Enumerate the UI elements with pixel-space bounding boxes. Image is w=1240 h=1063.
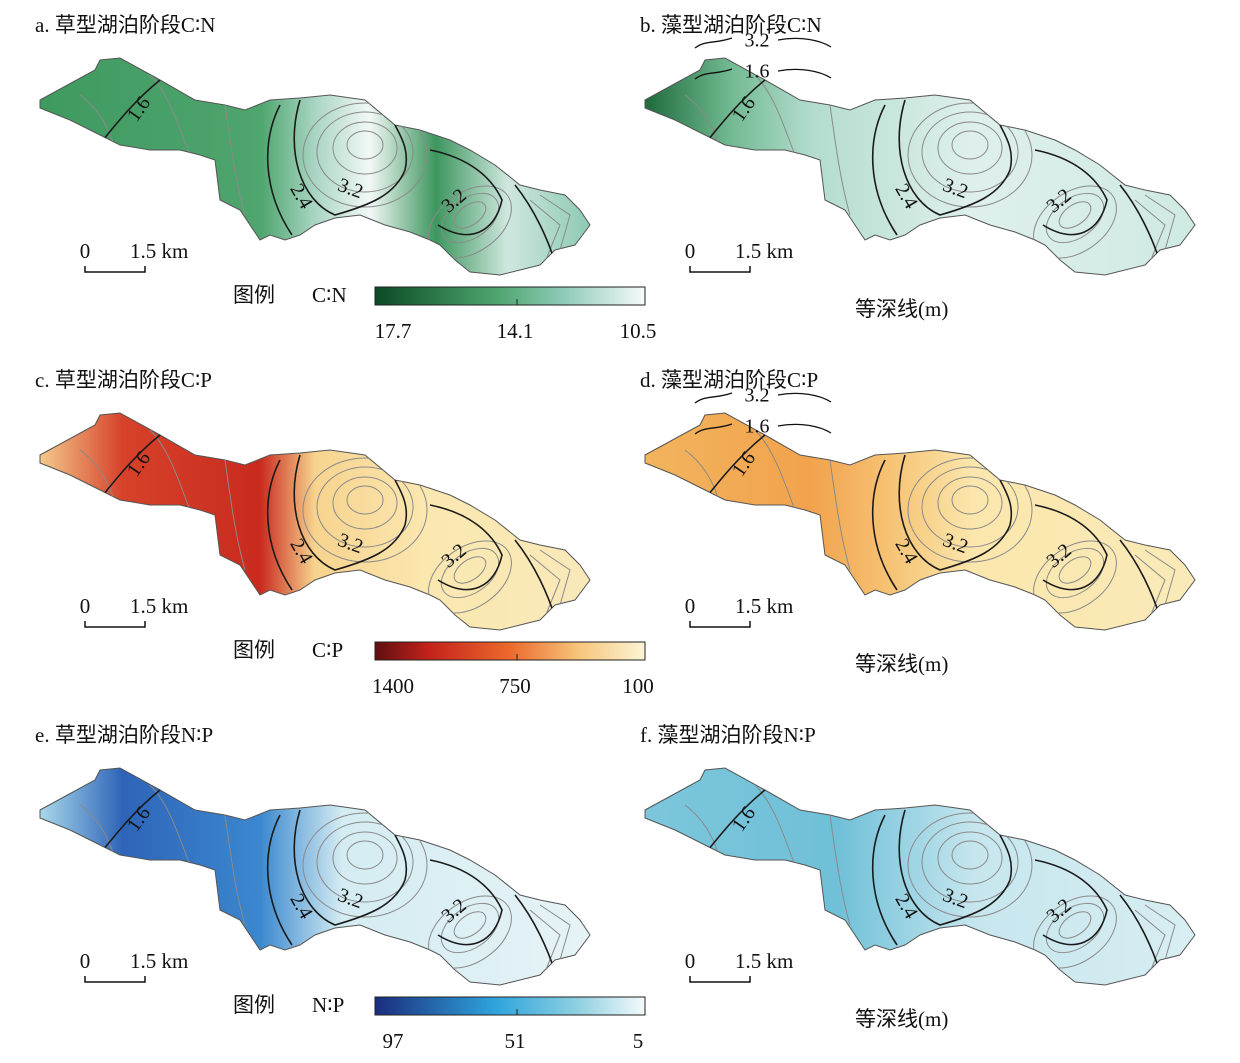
depth-symbol bbox=[694, 423, 733, 435]
scale-bar bbox=[84, 266, 146, 273]
scale-zero: 0 bbox=[685, 239, 696, 263]
panel-title: e. 草型湖泊阶段N∶P bbox=[35, 723, 213, 747]
scale-distance: 1.5 km bbox=[130, 239, 188, 263]
colorbar bbox=[374, 996, 646, 1016]
colorbar-tick-label: 14.1 bbox=[497, 319, 534, 343]
scale-distance: 1.5 km bbox=[735, 239, 793, 263]
scale-zero: 0 bbox=[80, 239, 91, 263]
depth-value: 3.2 bbox=[745, 30, 770, 52]
scale-zero: 0 bbox=[80, 594, 91, 618]
colorbar-tick-label: 5 bbox=[633, 1029, 644, 1053]
scale-distance: 1.5 km bbox=[130, 949, 188, 973]
depth-legend-label: 等深线(m) bbox=[855, 652, 948, 676]
panel-title: f. 藻型湖泊阶段N∶P bbox=[640, 723, 816, 747]
depth-symbol bbox=[777, 68, 832, 79]
scale-bar bbox=[689, 621, 751, 628]
depth-symbol bbox=[777, 392, 832, 403]
scale-zero: 0 bbox=[80, 949, 91, 973]
lake-map bbox=[39, 412, 591, 631]
depth-symbol bbox=[694, 68, 733, 80]
legend-variable: C∶N bbox=[312, 283, 347, 307]
depth-value: 3.2 bbox=[745, 385, 770, 407]
panel-title: d. 藻型湖泊阶段C∶P bbox=[640, 368, 818, 392]
depth-legend-label: 等深线(m) bbox=[855, 297, 948, 321]
legend-title: 图例 bbox=[233, 283, 275, 307]
colorbar bbox=[374, 641, 646, 661]
depth-symbol bbox=[694, 37, 733, 49]
depth-symbol bbox=[694, 392, 733, 404]
legend-variable: N∶P bbox=[312, 993, 344, 1017]
lake-map bbox=[644, 412, 1196, 631]
legend-variable: C∶P bbox=[312, 638, 343, 662]
depth-symbol bbox=[777, 37, 832, 48]
panel-title: c. 草型湖泊阶段C∶P bbox=[35, 368, 212, 392]
lake-map bbox=[644, 57, 1196, 276]
legend-title: 图例 bbox=[233, 638, 275, 662]
colorbar-tick-label: 97 bbox=[383, 1029, 404, 1053]
legend-title: 图例 bbox=[233, 993, 275, 1017]
panel: b. 藻型湖泊阶段C∶N1.62.43.23.201.5 km3.21.6等深线… bbox=[640, 13, 1196, 321]
depth-legend-label: 等深线(m) bbox=[855, 1007, 948, 1031]
colorbar-tick-label: 51 bbox=[505, 1029, 526, 1053]
scale-bar bbox=[689, 266, 751, 273]
colorbar-tick-label: 17.7 bbox=[375, 319, 412, 343]
lake-map bbox=[39, 57, 591, 276]
lake-map bbox=[39, 767, 591, 986]
colorbar-tick-label: 750 bbox=[499, 674, 531, 698]
panel-title: b. 藻型湖泊阶段C∶N bbox=[640, 13, 822, 37]
scale-zero: 0 bbox=[685, 594, 696, 618]
scale-distance: 1.5 km bbox=[735, 594, 793, 618]
panel: d. 藻型湖泊阶段C∶P1.62.4 3.2 3.20 1.5 km3.21.6等深线… bbox=[640, 30, 1196, 676]
colorbar-tick-label: 1400 bbox=[372, 674, 414, 698]
scale-distance: 1.5 km bbox=[735, 949, 793, 973]
scale-bar bbox=[689, 976, 751, 983]
scale-bar bbox=[84, 976, 146, 983]
panel: f. 藻型湖泊阶段N∶P1.62.4 3.2 3.20 1.5 km3.21.6等深线… bbox=[640, 385, 1196, 1031]
colorbar-tick-label: 10.5 bbox=[620, 319, 657, 343]
panel-title: a. 草型湖泊阶段C∶N bbox=[35, 13, 215, 37]
depth-value: 1.6 bbox=[745, 416, 770, 438]
scale-bar bbox=[84, 621, 146, 628]
depth-symbol bbox=[777, 423, 832, 434]
scale-distance: 1.5 km bbox=[130, 594, 188, 618]
colorbar bbox=[374, 286, 646, 306]
colorbar-tick-label: 100 bbox=[622, 674, 654, 698]
scale-zero: 0 bbox=[685, 949, 696, 973]
lake-map bbox=[644, 767, 1196, 986]
depth-value: 1.6 bbox=[745, 61, 770, 83]
